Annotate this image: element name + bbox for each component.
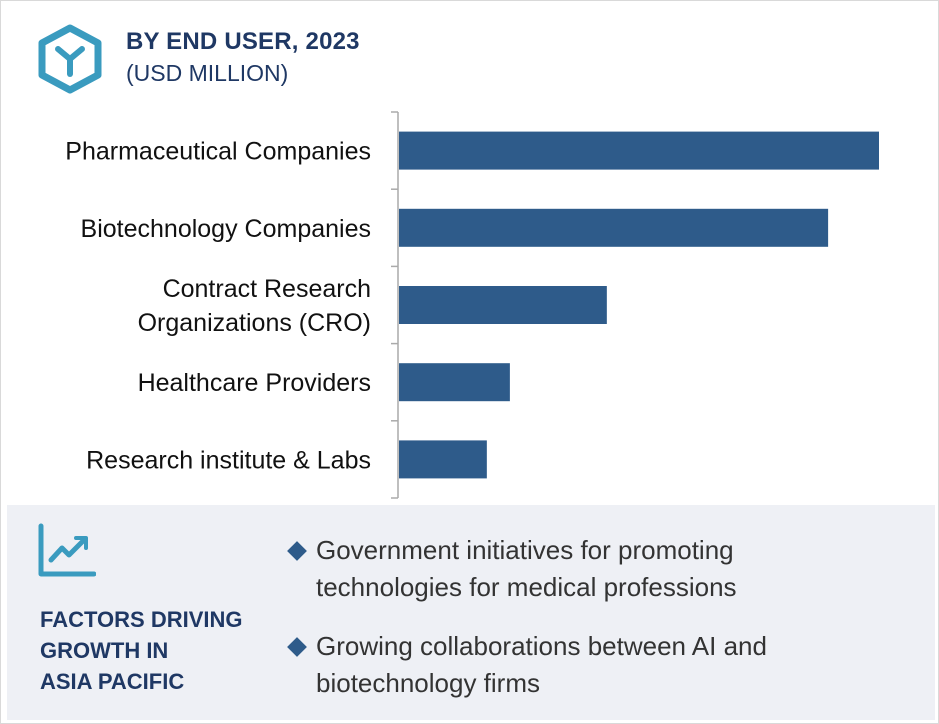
chart-subtitle: (USD MILLION)	[126, 60, 289, 86]
factor-bullet-line: Government initiatives for promoting	[316, 535, 734, 565]
category-label: Biotechnology Companies	[81, 215, 371, 243]
factors-title-line: FACTORS DRIVING	[40, 607, 243, 632]
category-label: Healthcare Providers	[138, 369, 371, 397]
factors-title-line: ASIA PACIFIC	[40, 669, 185, 694]
bar	[399, 208, 829, 247]
trend-line-icon	[38, 523, 96, 577]
bar	[399, 131, 879, 170]
factors-panel	[7, 505, 935, 720]
bar-chart: Pharmaceutical Companies Biotechnology Co…	[65, 111, 879, 499]
bar	[399, 363, 510, 402]
category-label: Research institute & Labs	[86, 446, 371, 474]
category-label: Pharmaceutical Companies	[65, 138, 371, 166]
factor-bullet-line: biotechnology firms	[316, 668, 540, 698]
factors-title: FACTORS DRIVING GROWTH IN ASIA PACIFIC	[40, 604, 280, 697]
category-label: Contract Research	[163, 275, 371, 303]
chart-title: BY END USER, 2023	[126, 28, 360, 55]
factor-bullet-line: technologies for medical professions	[316, 572, 737, 602]
factors-title-line: GROWTH IN	[40, 638, 169, 663]
hexagon-y-icon	[38, 24, 102, 94]
bar	[399, 440, 487, 479]
bar	[399, 286, 607, 324]
factor-bullet: Growing collaborations between AI and bi…	[287, 628, 828, 702]
category-label: Organizations (CRO)	[138, 309, 371, 337]
factor-bullet-line: Growing collaborations between AI and	[316, 631, 767, 661]
factor-bullet: Government initiatives for promoting tec…	[287, 532, 828, 606]
